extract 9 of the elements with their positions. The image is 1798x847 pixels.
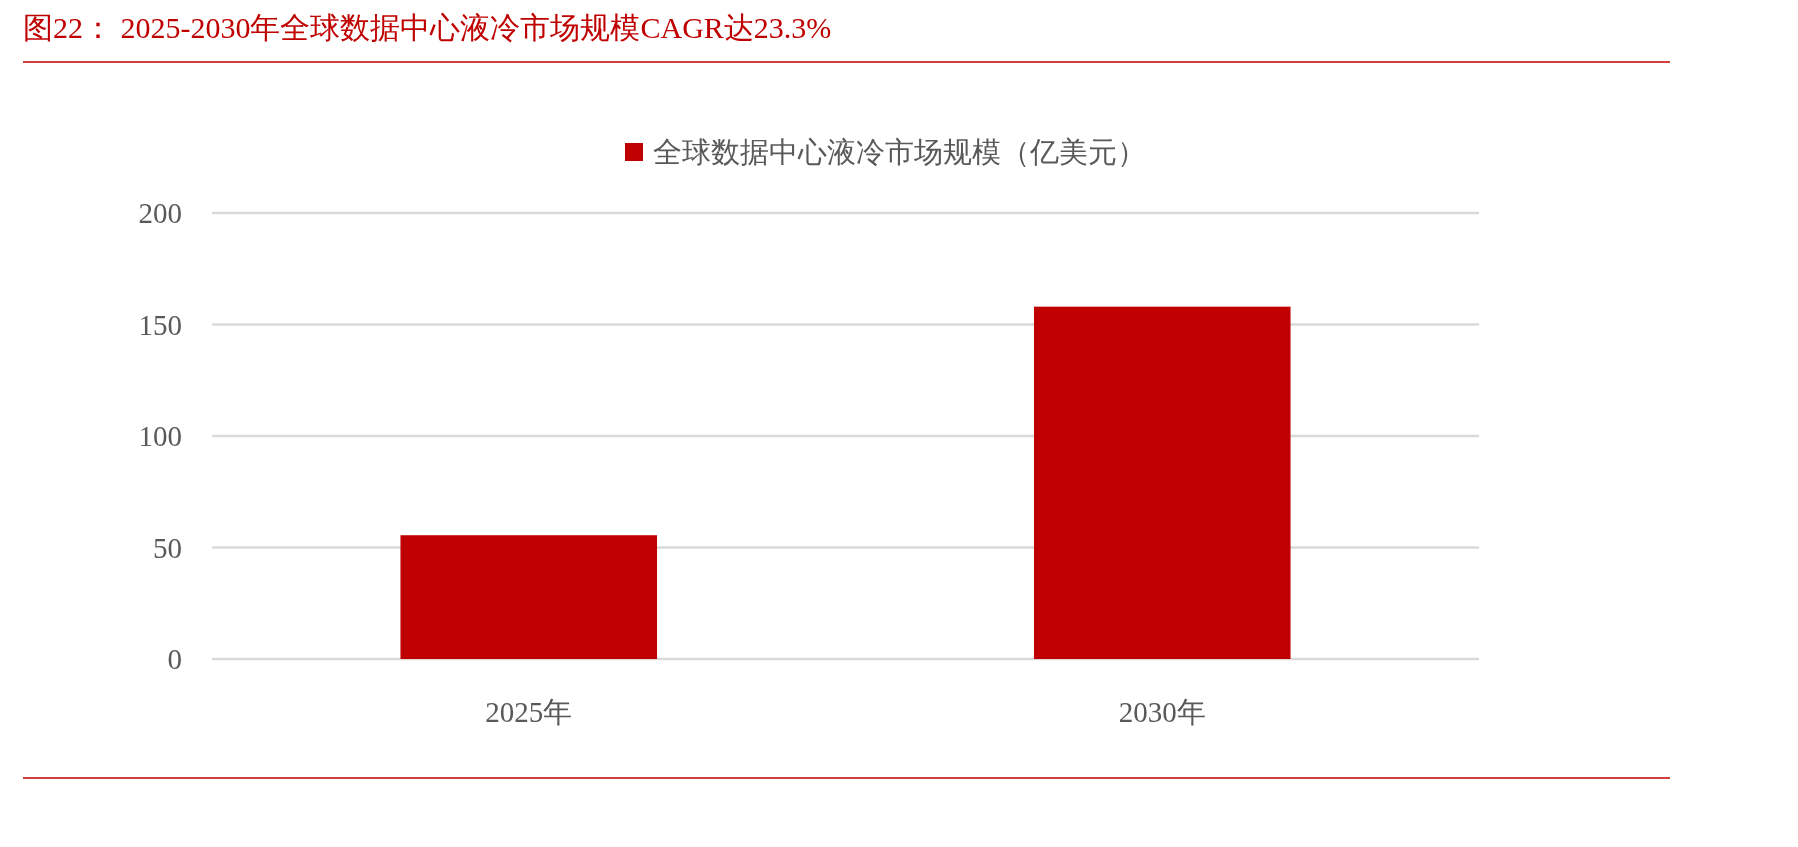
x-tick-label: 2030年: [1118, 696, 1206, 728]
legend-label: 全球数据中心液冷市场规模（亿美元）: [653, 136, 1146, 168]
y-tick-label: 0: [167, 643, 182, 675]
y-tick-label: 150: [138, 308, 182, 341]
y-tick-label: 50: [153, 531, 182, 564]
y-tick-label: 100: [138, 420, 182, 452]
x-tick-label: 2025年: [485, 696, 573, 728]
chart-title: 图22： 2025-2030年全球数据中心液冷市场规模CAGR达23.3%: [23, 11, 832, 44]
y-tick-label: 200: [138, 197, 182, 229]
